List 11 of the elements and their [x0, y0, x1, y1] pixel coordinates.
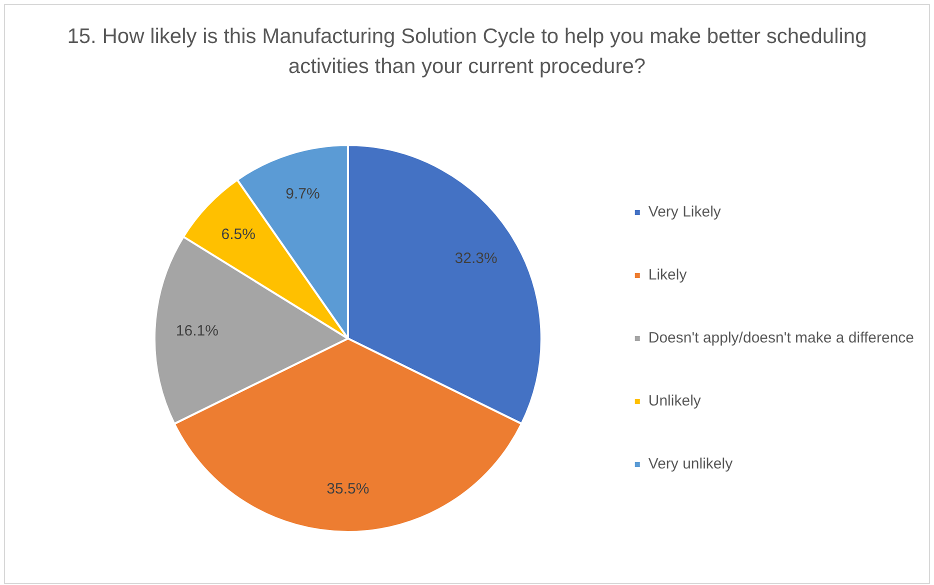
legend-label: Doesn't apply/doesn't make a difference	[648, 330, 914, 347]
chart-title: 15. How likely is this Manufacturing Solution Cycle to help you make better scheduling activities than your current procedure?	[66, 24, 868, 80]
legend-label: Very unlikely	[648, 456, 734, 473]
legend-label: Very Likely	[648, 204, 722, 221]
legend-label: Unlikely	[648, 392, 702, 410]
data-label: 32.3%	[454, 250, 498, 267]
legend-label: Likely	[648, 266, 688, 284]
data-label: 35.5%	[326, 480, 370, 498]
data-label: 6.5%	[221, 226, 256, 243]
data-label: 9.7%	[286, 186, 320, 203]
data-label: 16.1%	[176, 322, 218, 340]
